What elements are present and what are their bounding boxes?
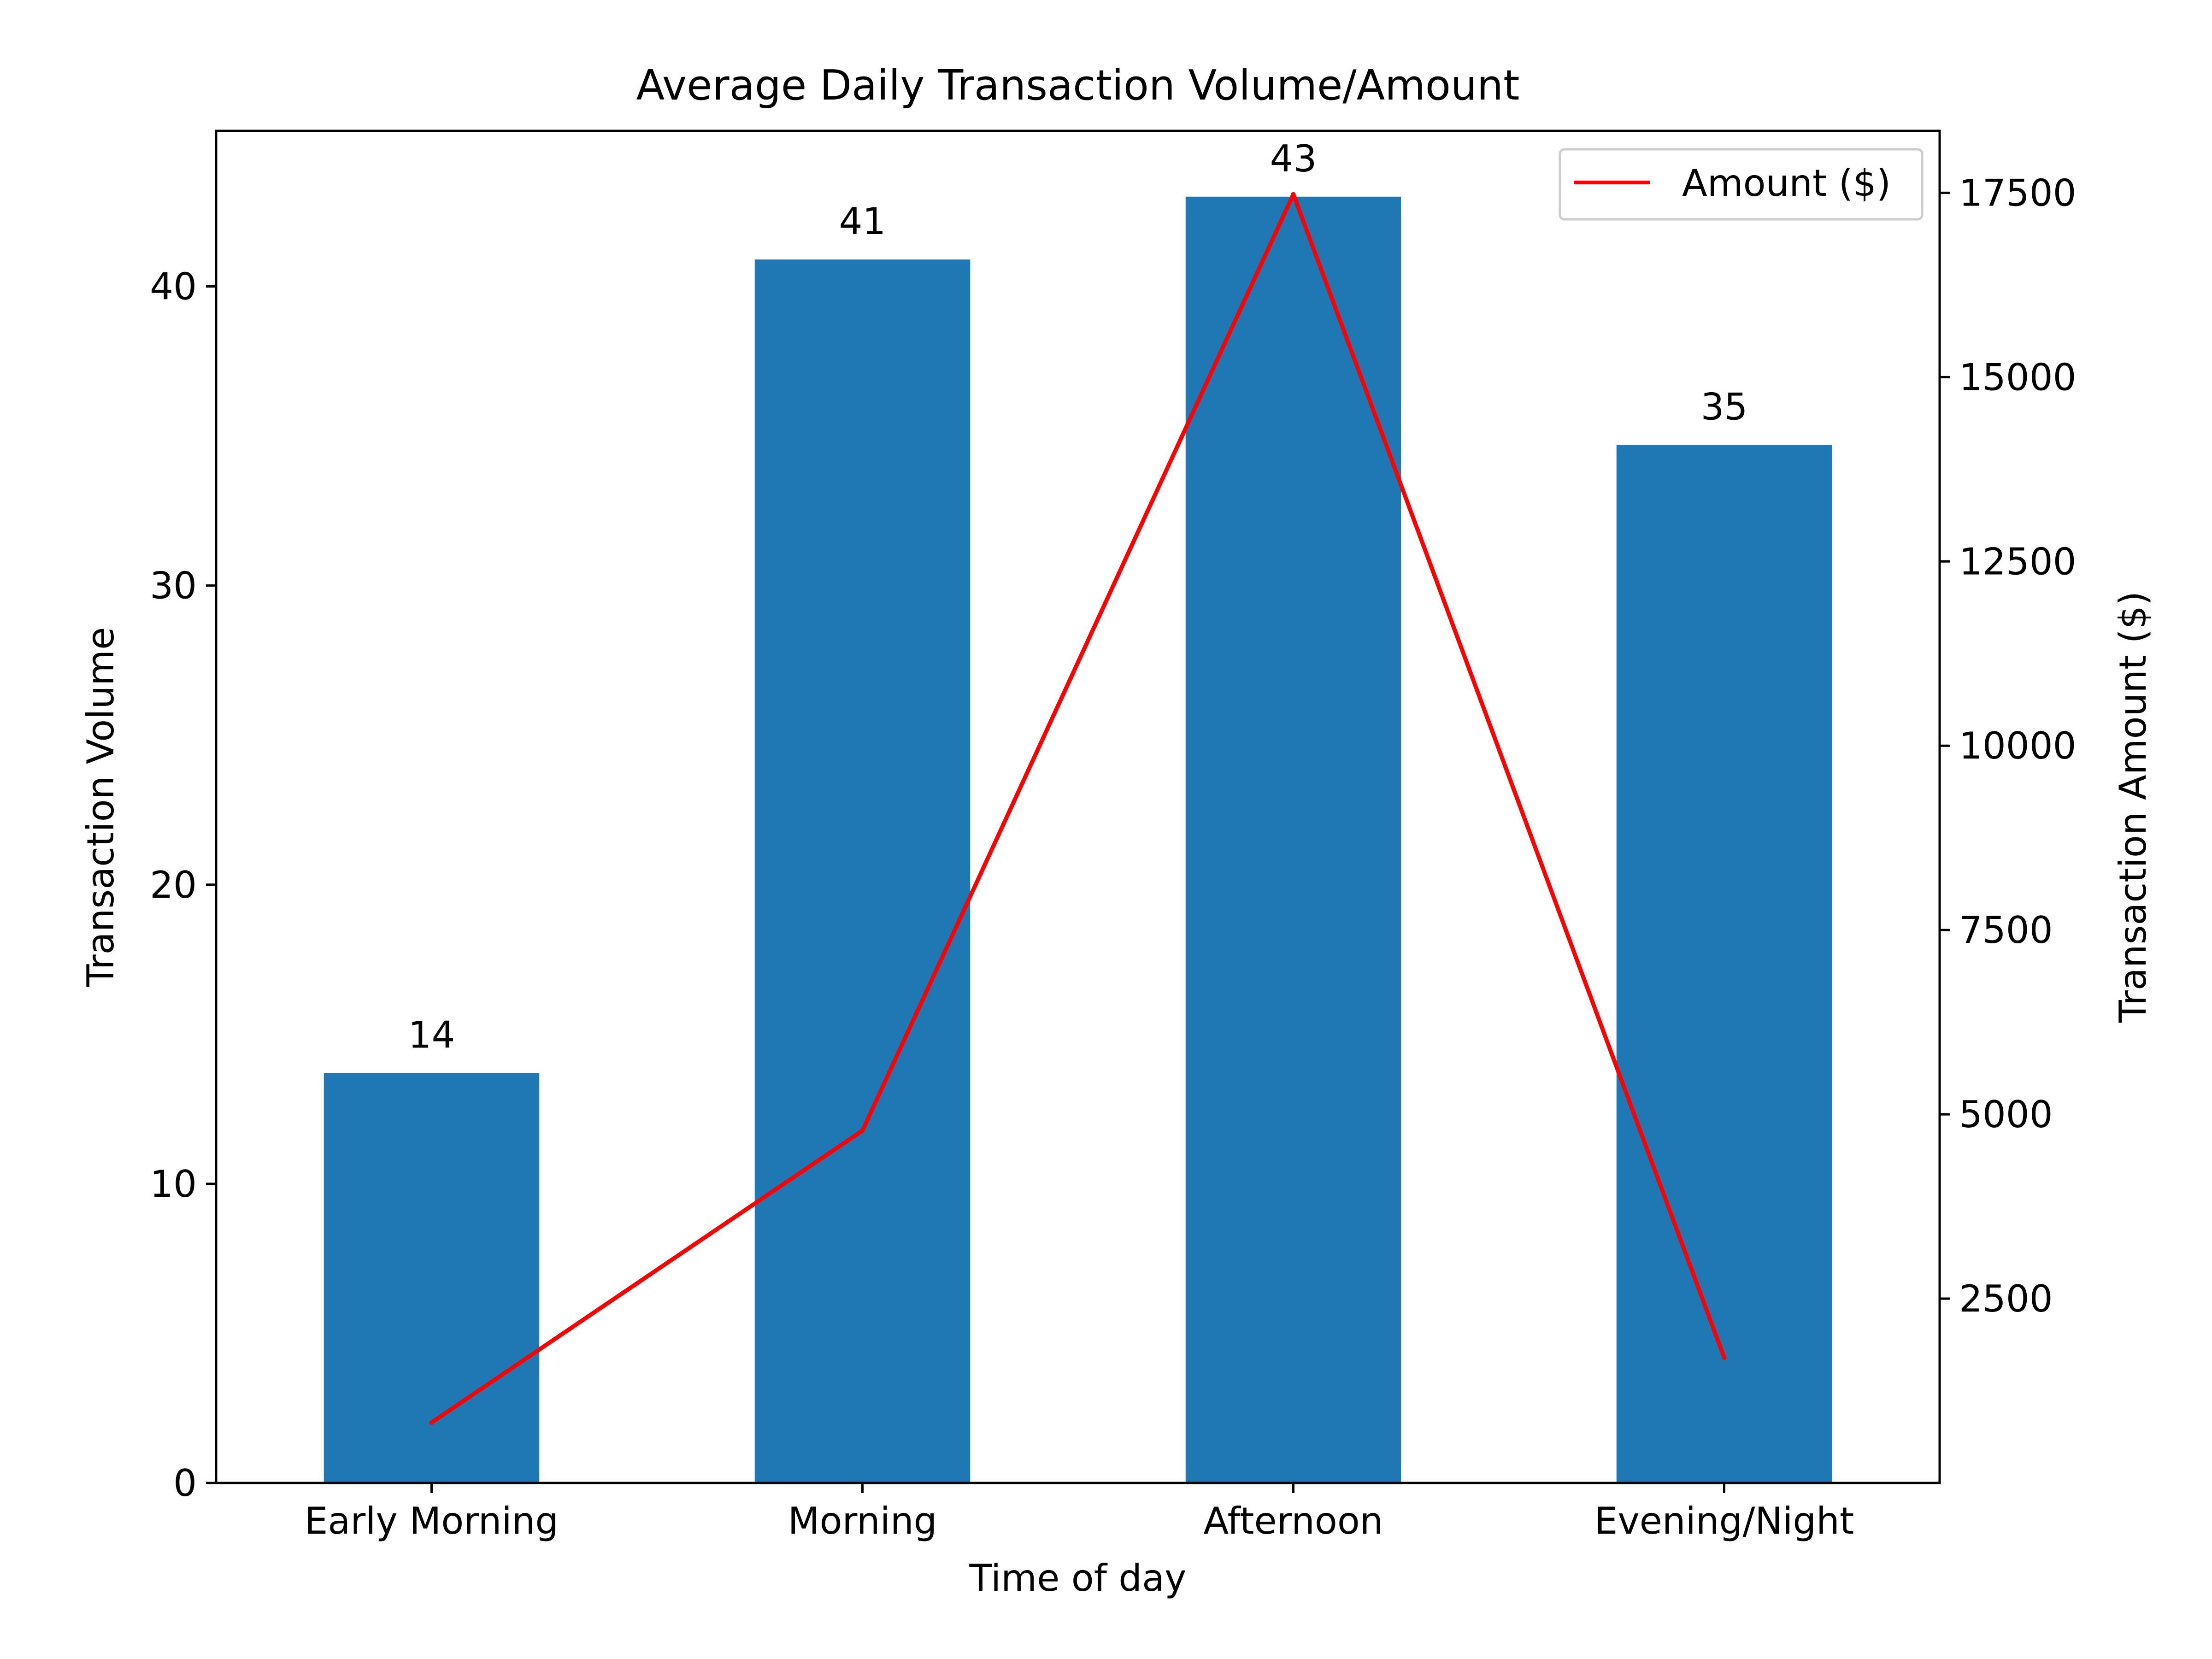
y2-tick-label-1: 5000 bbox=[1959, 1093, 2053, 1136]
bar-data-label-0: 14 bbox=[408, 1014, 455, 1057]
x-tick-label-1: Morning bbox=[788, 1500, 937, 1542]
bar-data-label-2: 43 bbox=[1270, 137, 1317, 180]
x-axis: Early Morning Morning Afternoon Evening/Nig… bbox=[305, 1483, 1854, 1542]
y-tick-label-2: 20 bbox=[150, 864, 197, 906]
y-tick-label-1: 10 bbox=[150, 1163, 197, 1206]
y-axis-label: Transaction Volume bbox=[79, 627, 122, 988]
y2-axis-label: Transaction Amount ($) bbox=[2112, 591, 2154, 1023]
chart-title: Average Daily Transaction Volume/Amount bbox=[636, 61, 1520, 110]
y-tick-label-3: 30 bbox=[150, 565, 197, 607]
legend-label-amount: Amount ($) bbox=[1682, 162, 1891, 205]
amount-point-3 bbox=[1722, 1355, 1727, 1360]
x-tick-label-0: Early Morning bbox=[305, 1500, 559, 1542]
y-axis-right: 2500 5000 7500 10000 12500 15000 17500 bbox=[1940, 171, 2077, 1320]
bar-1 bbox=[754, 259, 971, 1483]
y-tick-label-0: 0 bbox=[173, 1462, 197, 1505]
legend: Amount ($) bbox=[1559, 148, 1924, 221]
bar-data-label-3: 35 bbox=[1701, 386, 1748, 429]
amount-point-0 bbox=[429, 1420, 434, 1425]
plot-frame bbox=[215, 129, 1941, 1484]
amount-point-2 bbox=[1291, 192, 1296, 197]
line-layer bbox=[429, 192, 1727, 1425]
y2-tick-label-2: 7500 bbox=[1959, 909, 2053, 952]
bar-2 bbox=[1185, 196, 1401, 1483]
amount-point-1 bbox=[860, 1128, 865, 1133]
x-tick-label-2: Afternoon bbox=[1204, 1500, 1383, 1542]
bar-3 bbox=[1616, 445, 1832, 1483]
y2-tick-label-5: 15000 bbox=[1959, 356, 2077, 399]
y2-tick-label-4: 12500 bbox=[1959, 540, 2077, 583]
y-tick-label-4: 40 bbox=[150, 265, 197, 308]
bars-layer bbox=[324, 196, 1832, 1483]
y2-tick-label-0: 2500 bbox=[1959, 1277, 2053, 1320]
y2-tick-label-6: 17500 bbox=[1959, 171, 2077, 214]
y-axis-left: 0 10 20 30 40 bbox=[150, 265, 216, 1505]
legend-box bbox=[1559, 148, 1924, 221]
amount-line bbox=[429, 192, 1726, 1425]
x-tick-label-3: Evening/Night bbox=[1594, 1500, 1854, 1542]
bar-data-label-1: 41 bbox=[839, 200, 886, 243]
y2-tick-label-3: 10000 bbox=[1959, 724, 2077, 767]
bar-data-labels: 14 41 43 35 bbox=[408, 137, 1748, 1057]
bar-0 bbox=[324, 1073, 540, 1483]
x-axis-label: Time of day bbox=[969, 1557, 1187, 1600]
